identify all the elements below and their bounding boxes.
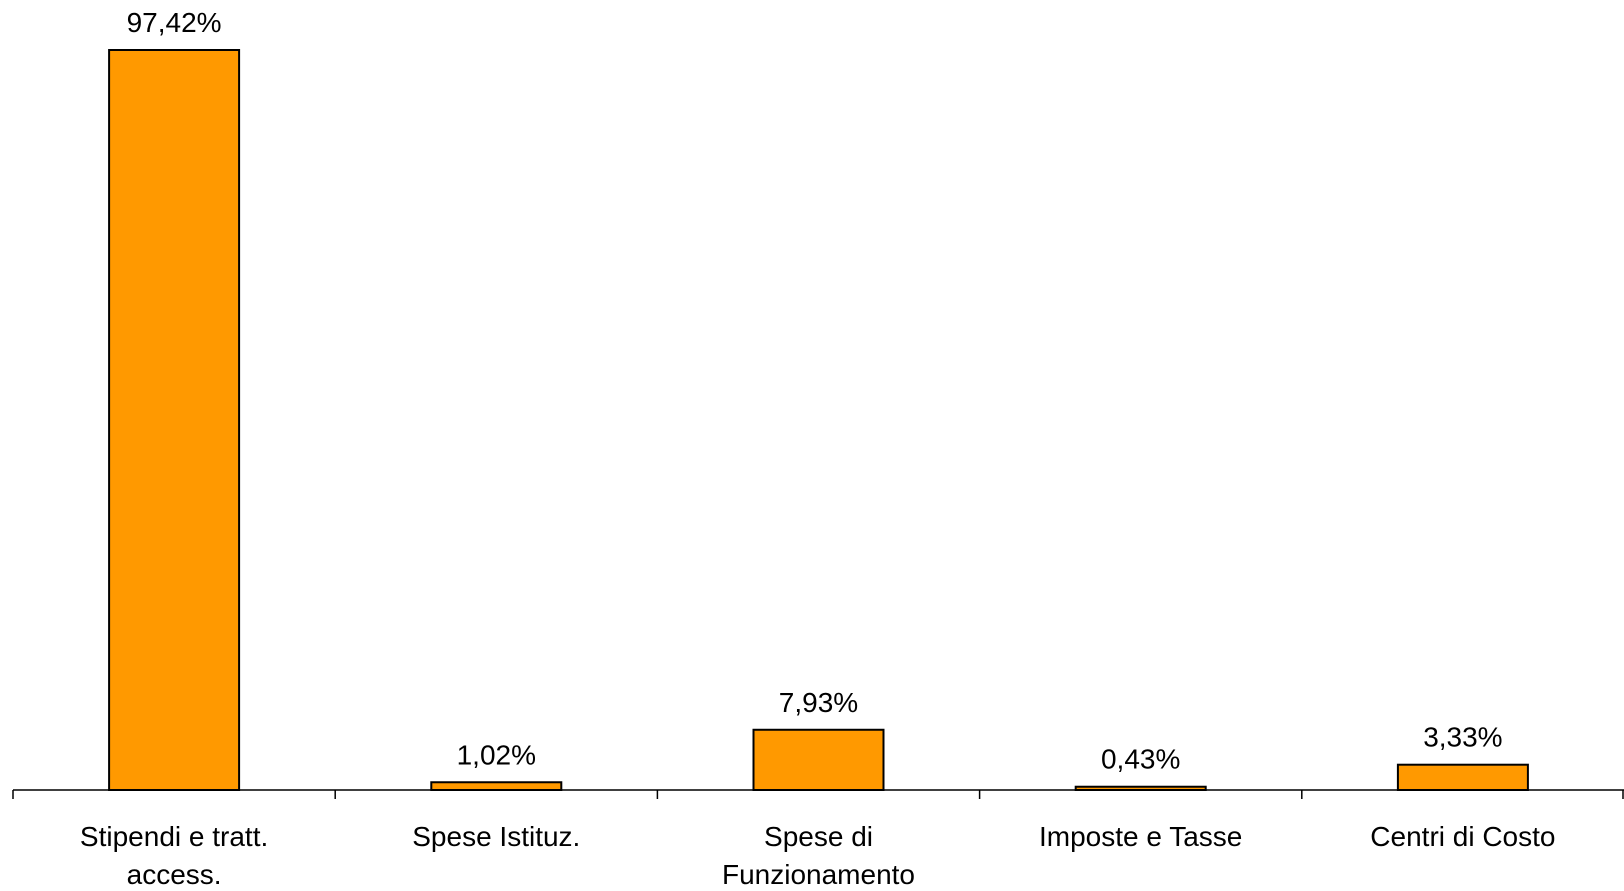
data-label-1: 1,02% bbox=[457, 739, 536, 770]
category-label-4: Centri di Costo bbox=[1370, 821, 1555, 852]
bars-layer bbox=[108, 49, 1529, 792]
bar-4 bbox=[1396, 763, 1529, 791]
data-label-2: 7,93% bbox=[779, 687, 858, 718]
category-label-0-line-0: Stipendi e tratt. bbox=[80, 821, 268, 852]
x-axis bbox=[12, 789, 1624, 799]
category-label-1-line-0: Spese Istituz. bbox=[412, 821, 580, 852]
category-labels-layer: Stipendi e tratt. access. Spese Istituz. Sp… bbox=[80, 821, 1556, 890]
bar-2 bbox=[752, 728, 885, 792]
data-label-3: 0,43% bbox=[1101, 744, 1180, 775]
category-label-3-line-0: Imposte e Tasse bbox=[1039, 821, 1242, 852]
bar-1 bbox=[430, 781, 563, 791]
category-label-4-line-0: Centri di Costo bbox=[1370, 821, 1555, 852]
data-label-4: 3,33% bbox=[1423, 722, 1502, 753]
category-label-2-line-0: Spese di bbox=[764, 821, 873, 852]
category-label-3: Imposte e Tasse bbox=[1039, 821, 1242, 852]
data-label-0: 97,42% bbox=[127, 7, 222, 38]
data-labels-layer: 97,42% 1,02% 7,93% 0,43% 3,33% bbox=[127, 7, 1503, 775]
category-label-2-line-1: Funzionamento bbox=[722, 859, 915, 890]
bar-0 bbox=[108, 49, 241, 791]
category-label-1: Spese Istituz. bbox=[412, 821, 580, 852]
category-label-0: Stipendi e tratt. access. bbox=[80, 821, 268, 890]
category-label-0-line-1: access. bbox=[127, 859, 222, 890]
category-label-2: Spese di Funzionamento bbox=[722, 821, 915, 890]
